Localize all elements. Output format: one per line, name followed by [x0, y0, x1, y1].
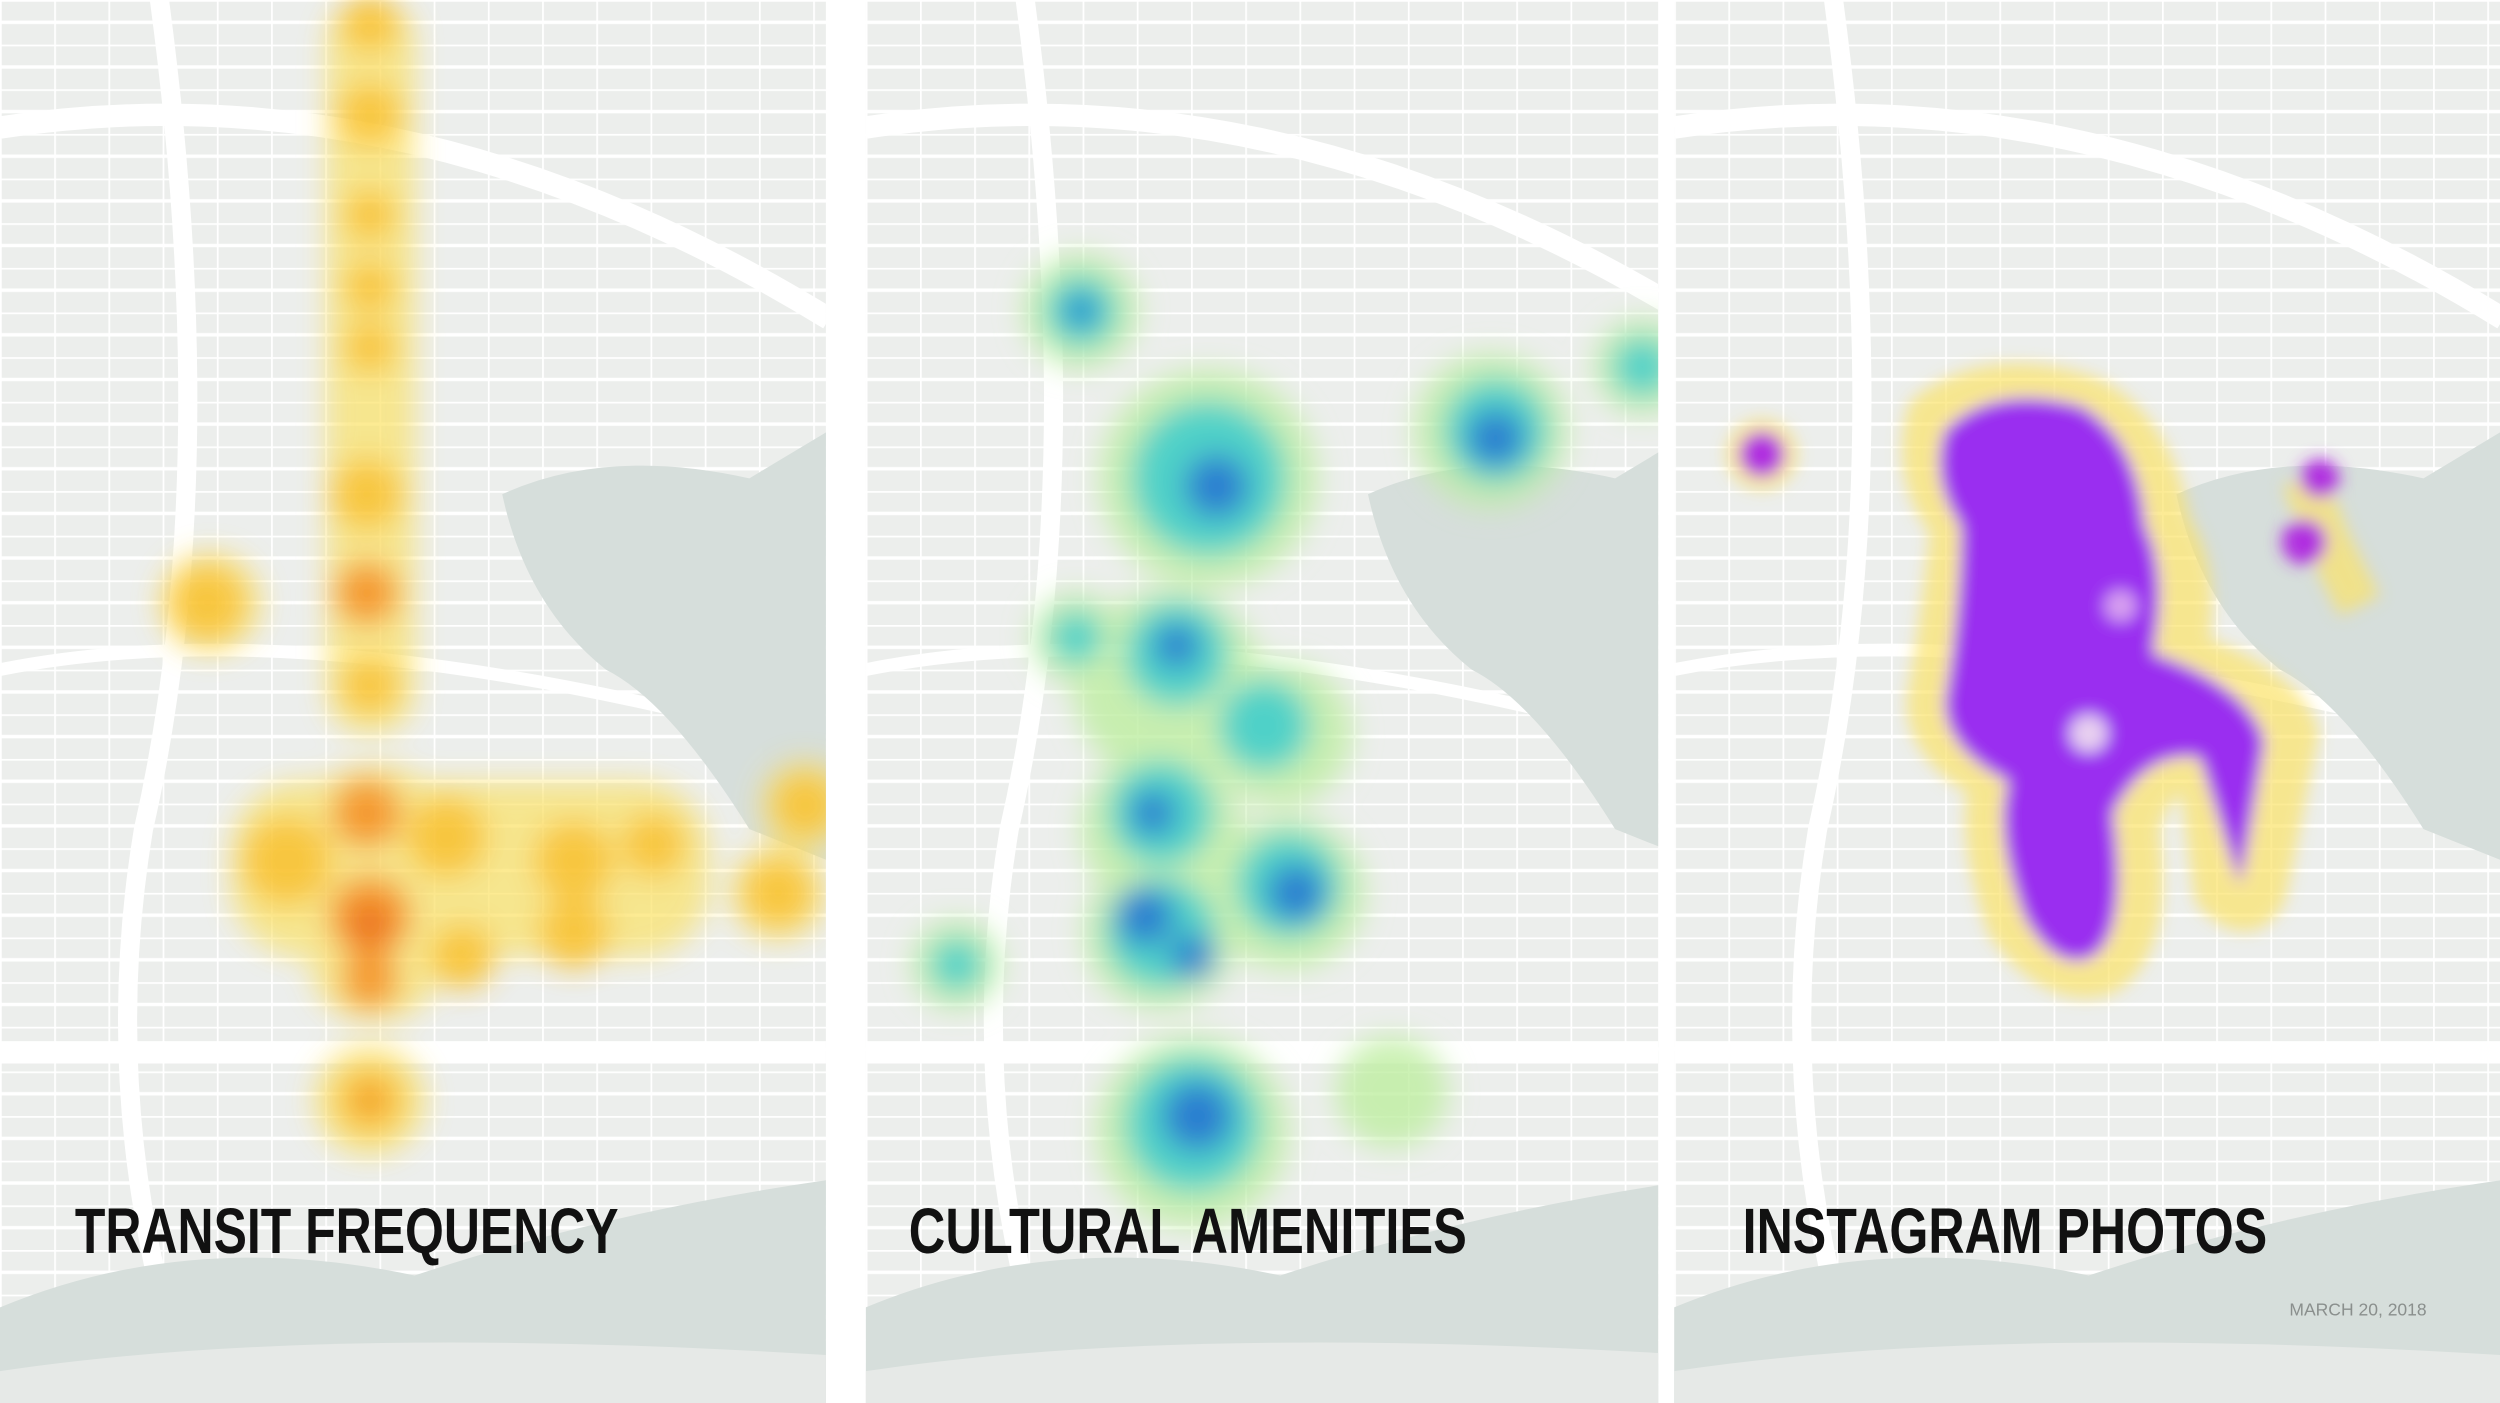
panel-title: TRANSIT FREQUENCY [75, 1195, 619, 1267]
panel-title: INSTAGRAM PHOTOS [1743, 1195, 2268, 1267]
panel-title: CULTURAL AMENITIES [909, 1195, 1467, 1267]
instagram-panel: INSTAGRAM PHOTOS MARCH 20, 2018 [1674, 0, 2500, 1403]
date: MARCH 20, 2018 [2289, 1299, 2426, 1319]
cultural-panel: CULTURAL AMENITIES [866, 0, 1659, 1403]
transit-panel: TRANSIT FREQUENCY [0, 0, 826, 1403]
